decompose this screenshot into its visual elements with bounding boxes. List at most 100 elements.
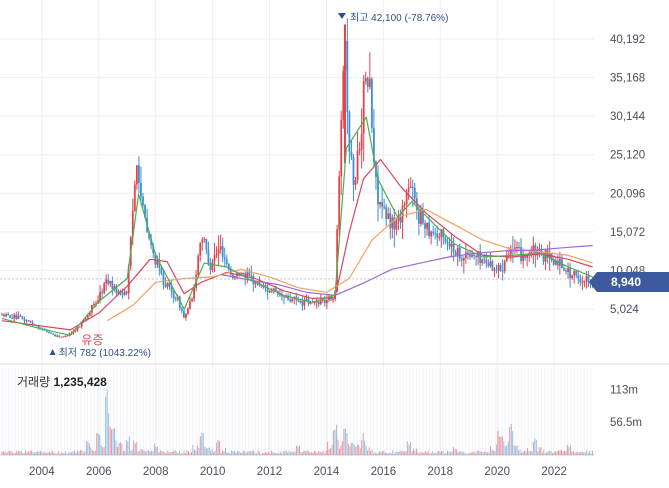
- volume-bar: [346, 433, 348, 455]
- candle-body: [172, 291, 175, 299]
- candle-body: [299, 301, 302, 303]
- volume-bar: [291, 451, 293, 455]
- candle-body: [31, 322, 34, 325]
- candle-body: [178, 296, 181, 309]
- volume-bar: [162, 451, 164, 455]
- candle-body: [3, 314, 5, 317]
- volume-bar: [239, 452, 241, 455]
- candle-body: [219, 246, 222, 250]
- candle-body: [80, 321, 83, 327]
- volume-bar: [45, 452, 47, 455]
- volume-bar: [562, 451, 564, 455]
- volume-bar: [454, 448, 456, 455]
- volume-bar: [448, 451, 450, 455]
- candle-body: [505, 254, 508, 262]
- candle-body: [109, 281, 112, 284]
- volume-bar: [142, 449, 144, 455]
- candle-body: [189, 301, 191, 309]
- candle-body: [471, 254, 473, 257]
- candle-body: [366, 77, 369, 87]
- volume-bar: [584, 452, 586, 455]
- volume-bar: [294, 451, 296, 455]
- volume-bar: [210, 450, 212, 455]
- volume-bar: [386, 452, 388, 455]
- volume-bar: [365, 445, 367, 455]
- volume-bar: [299, 445, 301, 455]
- candle-body: [507, 254, 510, 256]
- moving-average-line-2: [221, 244, 593, 296]
- candle-body: [135, 165, 138, 185]
- volume-bar: [469, 453, 471, 455]
- candle-body: [420, 210, 422, 224]
- volume-bar: [500, 437, 502, 455]
- candle-body: [99, 291, 101, 301]
- candle-body: [283, 296, 285, 298]
- candle-body: [250, 275, 253, 277]
- candle-body: [401, 205, 404, 223]
- candle-body: [260, 285, 263, 287]
- volume-bar: [368, 447, 370, 455]
- volume-bar: [248, 451, 250, 455]
- volume-bar: [244, 451, 246, 455]
- volume-bar: [264, 451, 266, 455]
- candle-body: [326, 300, 328, 304]
- candle-body: [213, 255, 216, 262]
- candle-body: [540, 248, 543, 253]
- candle-body: [193, 287, 195, 299]
- volume-bar: [532, 441, 534, 455]
- volume-bar: [113, 427, 115, 455]
- volume-bar: [109, 426, 111, 455]
- volume-bar: [11, 452, 13, 455]
- volume-bar: [324, 453, 326, 455]
- price-tick-label: 30,144: [610, 111, 646, 123]
- candle-body: [168, 282, 171, 287]
- volume-bar: [396, 451, 398, 455]
- candle-body: [158, 259, 161, 269]
- volume-bar: [232, 451, 234, 455]
- volume-bar: [513, 445, 515, 455]
- min-annotation: 최저 782 (1043.22%): [49, 347, 151, 359]
- volume-bar: [537, 451, 539, 455]
- volume-bar: [13, 453, 15, 455]
- volume-bar: [54, 453, 56, 455]
- volume-bar: [108, 413, 110, 455]
- volume-bar: [349, 446, 351, 455]
- volume-bar: [39, 450, 41, 455]
- candle-body: [66, 335, 69, 337]
- volume-bar: [497, 430, 499, 455]
- volume-bar: [26, 452, 28, 455]
- price-tick-label: 20,096: [610, 188, 645, 200]
- volume-bar: [515, 446, 517, 455]
- volume-bar: [580, 452, 582, 455]
- candle-body: [323, 299, 326, 304]
- volume-bar: [589, 450, 591, 455]
- candle-body: [113, 286, 116, 289]
- volume-bar: [59, 453, 61, 455]
- candle-body: [29, 320, 32, 323]
- candle-body: [56, 335, 59, 337]
- volume-bar: [344, 428, 346, 455]
- volume-bar: [100, 444, 102, 455]
- candle-body: [187, 308, 189, 314]
- candle-body: [285, 296, 287, 298]
- volume-bar: [7, 451, 9, 455]
- x-axis: 2004 2006 2008 2010 2012 2014 2016 2018 2020 2022: [29, 466, 567, 478]
- volume-bar: [260, 453, 262, 455]
- volume-bar: [270, 450, 272, 455]
- price-tick-label: 15,072: [610, 227, 645, 239]
- volume-bar: [63, 453, 65, 455]
- volume-bar: [19, 451, 21, 455]
- candle-body: [48, 331, 50, 333]
- volume-bar: [575, 451, 577, 455]
- volume-bar: [136, 442, 138, 455]
- volume-bar: [216, 442, 218, 455]
- volume-bar: [337, 439, 339, 455]
- volume-bar: [202, 432, 204, 455]
- candle-body: [332, 299, 334, 301]
- volume-bar: [34, 452, 36, 455]
- volume-bar: [201, 433, 203, 455]
- candle-body: [552, 260, 555, 265]
- volume-bar: [256, 453, 258, 455]
- candle-body: [254, 282, 257, 285]
- candle-body: [5, 314, 7, 317]
